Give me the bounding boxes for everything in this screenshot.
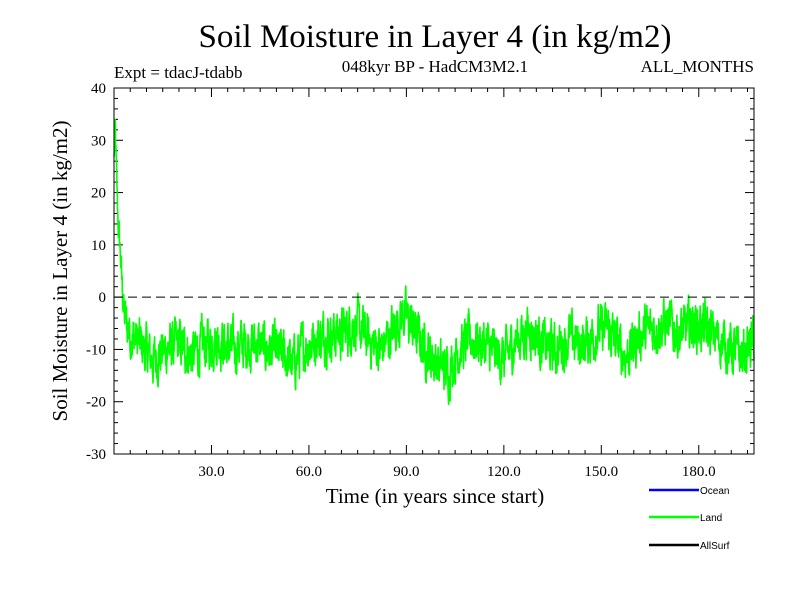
season-label: ALL_MONTHS — [641, 57, 754, 76]
expt-label: Expt = tdacJ-tdabb — [114, 63, 243, 82]
chart-title: Soil Moisture in Layer 4 (in kg/m2) — [199, 19, 672, 55]
legend: Ocean Land AllSurf — [649, 486, 730, 552]
x-tick-label: 120.0 — [487, 464, 521, 480]
y-tick-label: 0 — [99, 290, 107, 306]
x-tick-label: 90.0 — [393, 464, 419, 480]
y-tick-label: 30 — [91, 133, 106, 149]
x-tick-label: 180.0 — [682, 464, 716, 480]
series-line-land — [113, 118, 755, 406]
chart-subtitle: 048kyr BP - HadCM3M2.1 — [342, 57, 528, 76]
y-tick-label: -10 — [86, 342, 106, 358]
y-tick-label: 20 — [91, 186, 106, 202]
plot-layer: 30.0 60.0 90.0 120.0 150.0 180.0 -30 -20 -10 0 10 2… — [86, 81, 755, 480]
y-tick-label: -30 — [86, 447, 106, 463]
x-axis-label: Time (in years since start) — [326, 484, 545, 508]
legend-label-allsurf: AllSurf — [700, 541, 730, 552]
y-tick-label: -20 — [86, 395, 106, 411]
legend-label-land: Land — [700, 513, 722, 524]
legend-label-ocean: Ocean — [700, 486, 729, 497]
y-axis-label: Soil Moisture in Layer 4 (in kg/m2) — [48, 121, 72, 422]
x-tick-label: 60.0 — [296, 464, 322, 480]
x-tick-label: 150.0 — [584, 464, 618, 480]
x-tick-label: 30.0 — [198, 464, 224, 480]
y-tick-label: 40 — [91, 81, 106, 97]
y-tick-label: 10 — [91, 238, 106, 254]
plot-frame — [113, 87, 755, 455]
